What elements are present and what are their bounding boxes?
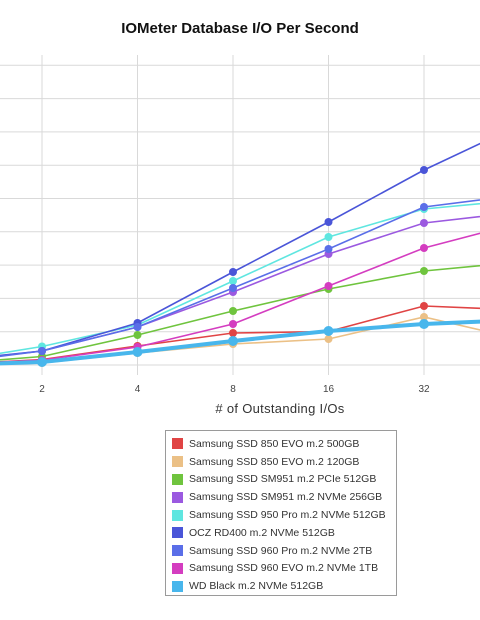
series-group	[0, 199, 480, 358]
legend-label: Samsung SSD 960 EVO m.2 NVMe 1TB	[189, 562, 379, 575]
data-point	[420, 219, 428, 227]
legend-item: Samsung SSD SM951 m.2 PCIe 512GB	[172, 471, 396, 489]
data-point	[133, 323, 142, 331]
legend-swatch	[172, 456, 183, 468]
legend-label: Samsung SSD 850 EVO m.2 120GB	[189, 455, 360, 468]
data-point	[229, 329, 237, 337]
data-point	[229, 268, 237, 276]
legend-item: Samsung SSD SM951 m.2 NVMe 256GB	[172, 488, 396, 506]
data-point	[324, 335, 333, 343]
data-point	[229, 307, 237, 315]
data-point	[228, 336, 238, 346]
data-point	[420, 203, 428, 211]
x-tick-label: 2	[39, 384, 45, 395]
data-point	[419, 319, 429, 329]
data-point	[38, 347, 46, 355]
data-point	[324, 282, 333, 290]
legend-label: Samsung SSD SM951 m.2 PCIe 512GB	[189, 473, 377, 486]
legend-swatch	[172, 545, 183, 557]
data-point	[133, 331, 142, 339]
data-point	[323, 326, 334, 336]
legend-swatch	[172, 473, 183, 485]
legend-item: Samsung SSD 960 Pro m.2 NVMe 2TB	[172, 542, 396, 560]
legend-label: WD Black m.2 NVMe 512GB	[189, 580, 324, 593]
data-point	[132, 347, 143, 357]
data-point	[420, 267, 428, 275]
line-chart-plot: 2 4 8 16 32	[0, 55, 480, 395]
legend: Samsung SSD 850 EVO m.2 500GB Samsung SSD…	[165, 430, 397, 596]
x-tick-label: 32	[418, 384, 430, 395]
legend-label: Samsung SSD SM951 m.2 NVMe 256GB	[189, 491, 383, 504]
legend-swatch	[172, 562, 183, 574]
data-point	[420, 313, 428, 321]
legend-swatch	[172, 491, 183, 503]
legend-item: WD Black m.2 NVMe 512GB	[172, 577, 396, 595]
x-tick-label: 4	[135, 384, 141, 395]
legend-item: Samsung SSD 850 EVO m.2 500GB	[172, 435, 396, 453]
series-line	[0, 199, 480, 358]
legend-item: Samsung SSD 950 Pro m.2 NVMe 512GB	[172, 506, 396, 524]
legend-item: Samsung SSD 850 EVO m.2 120GB	[172, 453, 396, 471]
legend-swatch	[172, 527, 183, 539]
x-tick-labels: 2 4 8 16 32	[39, 384, 430, 395]
series-group	[0, 202, 480, 355]
legend-label: Samsung SSD 950 Pro m.2 NVMe 512GB	[189, 509, 386, 522]
x-tick-label: 8	[230, 384, 236, 395]
data-point	[324, 245, 333, 253]
data-point	[324, 218, 333, 226]
legend-label: Samsung SSD 850 EVO m.2 500GB	[189, 437, 360, 450]
x-tick-label: 16	[323, 384, 335, 395]
series-line	[0, 202, 480, 355]
legend-item: OCZ RD400 m.2 NVMe 512GB	[172, 524, 396, 542]
data-point	[37, 357, 47, 367]
series-lines	[0, 142, 480, 367]
legend-label: OCZ RD400 m.2 NVMe 512GB	[189, 526, 335, 539]
x-axis-label: # of Outstanding I/Os	[215, 401, 345, 416]
legend-swatch	[172, 580, 183, 592]
data-point	[420, 244, 428, 252]
data-point	[420, 302, 428, 310]
legend-swatch	[172, 509, 183, 521]
data-point	[229, 320, 237, 328]
legend-label: Samsung SSD 960 Pro m.2 NVMe 2TB	[189, 544, 373, 557]
series-group	[0, 319, 480, 367]
data-point	[324, 233, 333, 241]
chart-title: IOMeter Database I/O Per Second	[121, 20, 359, 37]
legend-item: Samsung SSD 960 EVO m.2 NVMe 1TB	[172, 560, 396, 578]
legend-swatch	[172, 438, 183, 450]
data-point	[420, 166, 428, 174]
data-point	[229, 284, 237, 292]
data-point	[229, 277, 237, 285]
